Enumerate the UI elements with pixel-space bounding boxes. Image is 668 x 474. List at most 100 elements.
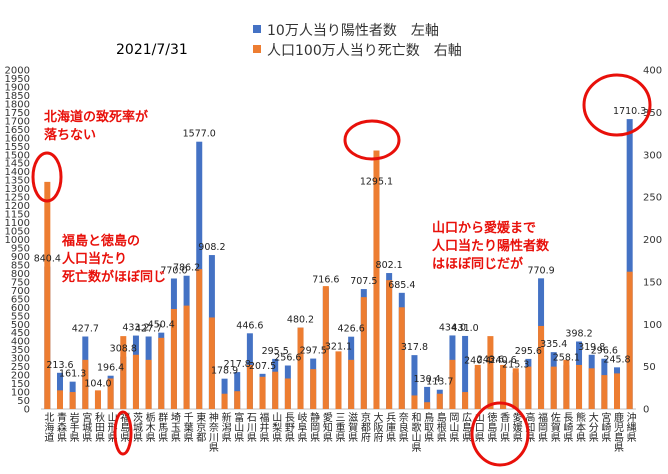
bar-positive: [626, 119, 633, 409]
bar-deaths: [44, 181, 51, 409]
annotation-hokkaido-line-1: 北海道の致死率が: [44, 109, 148, 125]
y-left-tick-label: 1850: [5, 91, 30, 102]
bar-deaths: [588, 368, 595, 409]
bar-deaths: [272, 371, 279, 409]
legend-label-deaths: 人口100万人当り死亡数 右軸: [267, 43, 462, 59]
bar-deaths: [398, 307, 405, 409]
bar-deaths: [208, 317, 215, 409]
bar-deaths: [284, 378, 291, 409]
bar-deaths: [373, 150, 380, 409]
category-label: 沖縄県: [624, 411, 636, 443]
y-left-tick-label: 1400: [5, 167, 30, 178]
category-label: 徳島県: [485, 411, 497, 443]
data-label: 196.4: [97, 363, 124, 374]
y-left-tick-label: 450: [11, 328, 30, 339]
category-label: 愛媛県: [510, 411, 522, 443]
y-left-tick-label: 900: [11, 252, 30, 263]
data-label: 335.4: [540, 339, 567, 350]
y-left-tick-label: 250: [11, 362, 30, 373]
bar-deaths: [246, 364, 253, 409]
y-left-tick-label: 0: [24, 405, 30, 416]
category-label: 山梨県: [270, 412, 282, 443]
category-label: 愛知県: [320, 411, 332, 443]
circle-fukushima-label: [113, 410, 133, 456]
y-left-tick-label: 1000: [5, 235, 30, 246]
y-left-tick-label: 1500: [5, 150, 30, 161]
y-left-tick-label: 350: [11, 345, 30, 356]
y-left-tick-label: 500: [11, 320, 30, 331]
bar-deaths: [614, 373, 621, 409]
circle-hokkaido: [31, 151, 63, 203]
data-label: 716.6: [312, 275, 339, 286]
category-label: 京都府: [358, 411, 370, 443]
bar-deaths: [348, 359, 355, 409]
y-left-tick-label: 400: [11, 337, 30, 348]
y-left-tick-label: 1200: [5, 201, 30, 212]
bar-deaths: [82, 359, 89, 409]
bar-deaths: [386, 280, 393, 409]
bar-deaths: [563, 359, 570, 409]
bar-deaths: [360, 297, 367, 409]
data-label: 1577.0: [183, 129, 216, 140]
y-left-tick-label: 700: [11, 286, 30, 297]
annotation-yamaguchi-ehime-line-1: 山口から愛媛まで: [432, 220, 536, 236]
data-label: 398.2: [565, 329, 592, 340]
data-label: 319.8: [578, 342, 605, 353]
data-label: 321.1: [325, 342, 352, 353]
bar-deaths: [411, 395, 418, 409]
data-label: 433.2: [122, 323, 149, 334]
category-label: 奈良県: [396, 411, 408, 443]
data-label: 240.4: [464, 355, 491, 366]
data-label: 207.5: [249, 361, 276, 372]
bar-deaths: [69, 392, 76, 409]
bar-deaths: [626, 271, 633, 409]
circle-tokushima-label: [470, 401, 530, 467]
category-label: 和歌山県: [409, 412, 421, 453]
y-left-tick-label: 600: [11, 303, 30, 314]
y-right-tick-label: 0: [643, 405, 649, 416]
bar-deaths: [474, 364, 481, 409]
data-label: 295.6: [515, 346, 542, 357]
data-label: 1295.1: [360, 176, 393, 187]
bar-deaths: [234, 391, 241, 409]
category-label: 岩手県: [67, 411, 79, 443]
y-left-tick-label: 1300: [5, 184, 30, 195]
category-label: 新潟県: [219, 411, 231, 443]
y-left-tick-label: 1250: [5, 193, 30, 204]
data-label: 256.6: [274, 353, 301, 364]
annotation-yamaguchi-ehime: 山口から愛媛まで 人口当たり陽性者数 はほぼ同じだが: [432, 220, 554, 272]
category-label: 東京都: [194, 411, 206, 443]
legend-swatch-positive: [253, 25, 261, 33]
category-label: 福岡県: [536, 411, 548, 443]
category-label: 岡山県: [447, 412, 459, 443]
category-label: 宮城県: [80, 411, 92, 443]
annotation-yamaguchi-ehime-line-2: 人口当たり陽性者数: [432, 238, 550, 254]
bar-deaths: [132, 354, 139, 409]
bar-deaths: [500, 364, 507, 409]
y-left-tick-label: 1550: [5, 142, 30, 153]
annotations: 北海道の致死率が 落ちない 福島と徳島の 人口当たり 死亡数がほぼ同じ 山口から…: [44, 109, 554, 285]
category-label: 福島県: [118, 411, 130, 443]
category-label: 広島県: [460, 411, 472, 443]
data-label: 786.2: [173, 263, 200, 274]
category-label: 滋賀県: [346, 411, 358, 443]
data-label: 840.4: [34, 254, 61, 265]
bar-positive: [411, 355, 418, 409]
y-left-tick-label: 1750: [5, 108, 30, 119]
category-label: 石川県: [244, 412, 256, 443]
category-label: 宮崎県: [599, 411, 611, 443]
bar-deaths: [170, 308, 177, 409]
category-label: 熊本県: [574, 411, 586, 443]
data-label: 450.4: [148, 320, 175, 331]
category-label: 鳥取県: [422, 411, 434, 443]
y-right-tick-label: 400: [643, 66, 662, 77]
y-left-tick-label: 300: [11, 354, 30, 365]
data-label: 427.7: [135, 324, 162, 335]
data-label: 802.1: [376, 260, 403, 271]
category-label: 栃木県: [143, 411, 155, 443]
category-label: 長崎県: [561, 412, 573, 443]
y-left-tick-label: 100: [11, 388, 30, 399]
data-label: 446.6: [236, 320, 263, 331]
data-label: 104.0: [84, 378, 111, 389]
